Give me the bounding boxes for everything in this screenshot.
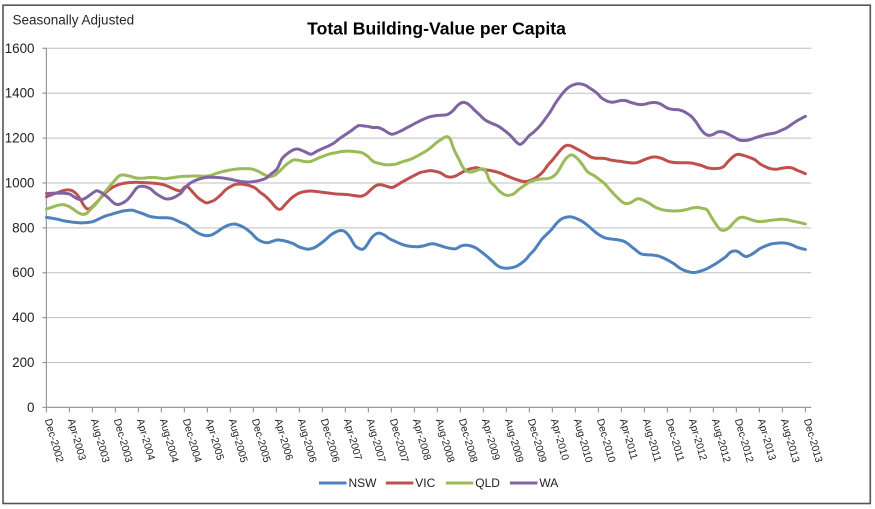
svg-text:1600: 1600 — [5, 41, 35, 56]
svg-text:200: 200 — [12, 355, 34, 370]
svg-text:600: 600 — [12, 265, 34, 280]
svg-text:NSW: NSW — [349, 476, 378, 490]
svg-text:1000: 1000 — [5, 176, 35, 191]
svg-text:1200: 1200 — [5, 131, 35, 146]
svg-text:400: 400 — [12, 310, 34, 325]
svg-text:VIC: VIC — [415, 476, 435, 490]
svg-text:Seasonally Adjusted: Seasonally Adjusted — [13, 13, 135, 28]
svg-text:QLD: QLD — [475, 476, 500, 490]
svg-text:0: 0 — [27, 400, 34, 415]
svg-text:Total Building-Value per Capit: Total Building-Value per Capita — [307, 19, 566, 39]
svg-text:1400: 1400 — [5, 86, 35, 101]
svg-text:800: 800 — [12, 220, 34, 235]
svg-text:WA: WA — [539, 476, 558, 490]
